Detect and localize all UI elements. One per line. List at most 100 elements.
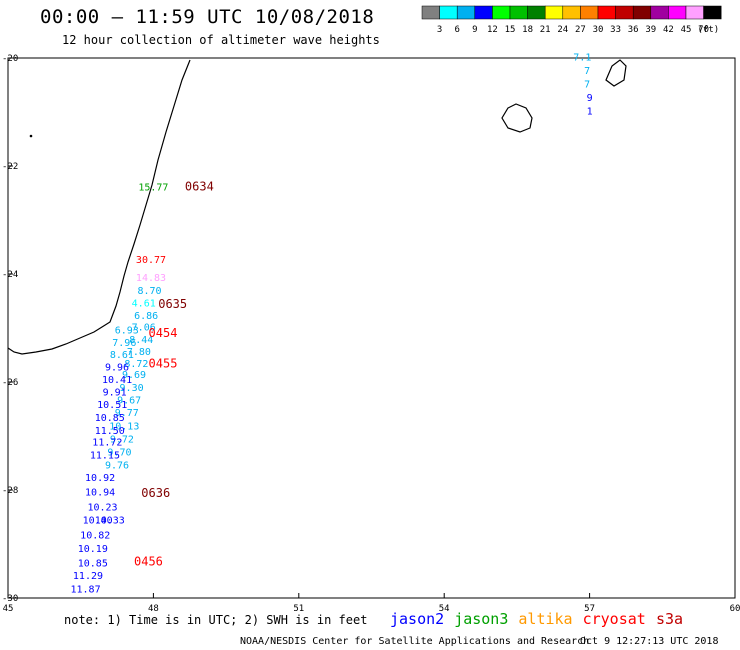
- wave-height-label: 7: [584, 80, 590, 91]
- wave-height-label: 10.82: [80, 531, 110, 542]
- legend-swatch: [597, 5, 616, 20]
- wave-height-label: 11.50: [95, 426, 125, 437]
- wave-height-label: 9.91: [103, 388, 127, 399]
- wave-height-label: 8.70: [137, 286, 161, 297]
- color-legend: 3 6 9 12 15 18 21 24 27 30 33 36 39 42 45 70(ft): [421, 5, 722, 35]
- map-axes: 45 48 51 54 57 60 -20 -22 -24 -26 -28 -30: [2, 54, 740, 614]
- legend-bin-label: 24: [557, 25, 568, 35]
- wave-height-label: 6.86: [134, 311, 158, 322]
- wave-height-label: 8.61: [110, 350, 134, 361]
- wave-height-label: 9.77: [115, 408, 139, 419]
- wave-height-label: 9.96: [105, 363, 129, 374]
- plot-frame: [7, 57, 736, 599]
- pass-time-label: 0634: [185, 179, 214, 193]
- legend-swatch: [527, 5, 546, 20]
- wave-height-label: 9.67: [117, 396, 141, 407]
- madagascar-coastline: [7, 59, 191, 355]
- legend-bin-label: 42: [663, 25, 674, 35]
- legend-swatch: [632, 5, 652, 20]
- legend-swatch: [439, 5, 458, 20]
- wave-height-label: 7.80: [127, 347, 151, 358]
- wave-height-label: 4.61: [132, 298, 156, 309]
- chart-subtitle: 12 hour collection of altimeter wave hei…: [62, 33, 380, 47]
- wave-height-label: 9.30: [120, 383, 144, 394]
- legend-swatch: [703, 5, 722, 20]
- wave-height-label: 10.33: [95, 515, 125, 526]
- legend-swatch: [456, 5, 476, 20]
- pass-time-label: 0455: [149, 356, 178, 370]
- wave-height-label: 10.19: [78, 544, 108, 555]
- wave-height-label: 10.51: [97, 400, 127, 411]
- satellite-legend-altika: altika: [518, 610, 572, 628]
- y-tick-label: -22: [2, 162, 18, 172]
- legend-bin-label: 36: [628, 25, 639, 35]
- x-tick-label: 48: [148, 604, 159, 614]
- wave-height-label: 10.85: [78, 559, 108, 570]
- wave-height-label: 10.94: [85, 487, 115, 498]
- footer-area: note: 1) Time is in UTC; 2) SWH is in fe…: [64, 610, 718, 647]
- legend-bin-label: 33: [610, 25, 621, 35]
- islet-marker: [29, 134, 33, 138]
- legend-swatch: [650, 5, 669, 20]
- legend-swatch: [492, 5, 511, 20]
- wave-height-label: 15.77: [138, 182, 168, 193]
- legend-bin-label: 21: [540, 25, 551, 35]
- pass-time-label: 0635: [158, 297, 187, 311]
- pass-time-label: 0454: [149, 326, 178, 340]
- wave-height-label: 9.69: [122, 370, 146, 381]
- footer-note: note: 1) Time is in UTC; 2) SWH is in fe…: [64, 613, 367, 627]
- wave-height-label: 11.72: [92, 438, 122, 449]
- legend-bin-label: 39: [645, 25, 656, 35]
- wave-height-label: 10.41: [102, 375, 132, 386]
- wave-height-label: 9: [587, 93, 593, 104]
- legend-swatch: [668, 5, 687, 20]
- legend-swatch: [509, 5, 528, 20]
- wave-height-label: 7.06: [132, 323, 156, 334]
- wave-height-label: 11.29: [73, 571, 103, 582]
- legend-swatch: [474, 5, 493, 20]
- y-tick-label: -24: [2, 270, 18, 280]
- x-tick-label: 51: [293, 604, 304, 614]
- legend-bin-label: 70: [698, 25, 709, 35]
- wave-height-label: 10.92: [85, 473, 115, 484]
- x-tick-label: 54: [439, 604, 450, 614]
- satellite-legend-cryosat: cryosat: [583, 610, 646, 628]
- y-tick-label: -28: [2, 486, 18, 496]
- pass-time-label: 0456: [134, 555, 163, 569]
- y-tick-label: -26: [2, 378, 18, 388]
- wave-height-label: 7: [584, 66, 590, 77]
- legend-swatch: [421, 5, 440, 20]
- wave-height-label: 9.70: [107, 447, 131, 458]
- satellite-legend-jason2: jason2: [390, 610, 444, 628]
- y-tick-label: -20: [2, 54, 18, 64]
- wave-height-label: 10.85: [95, 413, 125, 424]
- legend-bin-label: 9: [472, 25, 477, 35]
- wave-height-label: 8.44: [129, 335, 153, 346]
- coastline-layer: [7, 59, 627, 355]
- legend-bin-label: 3: [437, 25, 442, 35]
- legend-swatch: [580, 5, 599, 20]
- wave-height-label: 9.72: [110, 434, 134, 445]
- wave-height-label: 10.40: [83, 515, 113, 526]
- legend-bin-label: 27: [575, 25, 586, 35]
- wave-height-points: 15.7730.7714.838.704.616.867.066.938.447…: [70, 53, 592, 596]
- wave-height-label: 11.87: [70, 585, 100, 596]
- legend-bin-label: 15: [505, 25, 516, 35]
- satellite-legend-jason3: jason3: [454, 610, 508, 628]
- reunion-island-outline: [501, 103, 533, 133]
- legend-bin-label: 12: [487, 25, 498, 35]
- footer-timestamp: Oct 9 12:27:13 UTC 2018: [580, 636, 718, 647]
- legend-unit: (ft): [698, 25, 720, 35]
- legend-swatch: [544, 5, 564, 20]
- legend-swatch: [562, 5, 581, 20]
- wave-height-label: 8.72: [124, 359, 148, 370]
- x-tick-label: 45: [3, 604, 14, 614]
- legend-bin-label: 45: [681, 25, 692, 35]
- legend-swatch: [615, 5, 634, 20]
- legend-swatch: [685, 5, 704, 20]
- wave-height-label: 1: [587, 107, 593, 118]
- wave-height-label: 9.76: [105, 460, 129, 471]
- wave-height-label: 10.23: [87, 503, 117, 514]
